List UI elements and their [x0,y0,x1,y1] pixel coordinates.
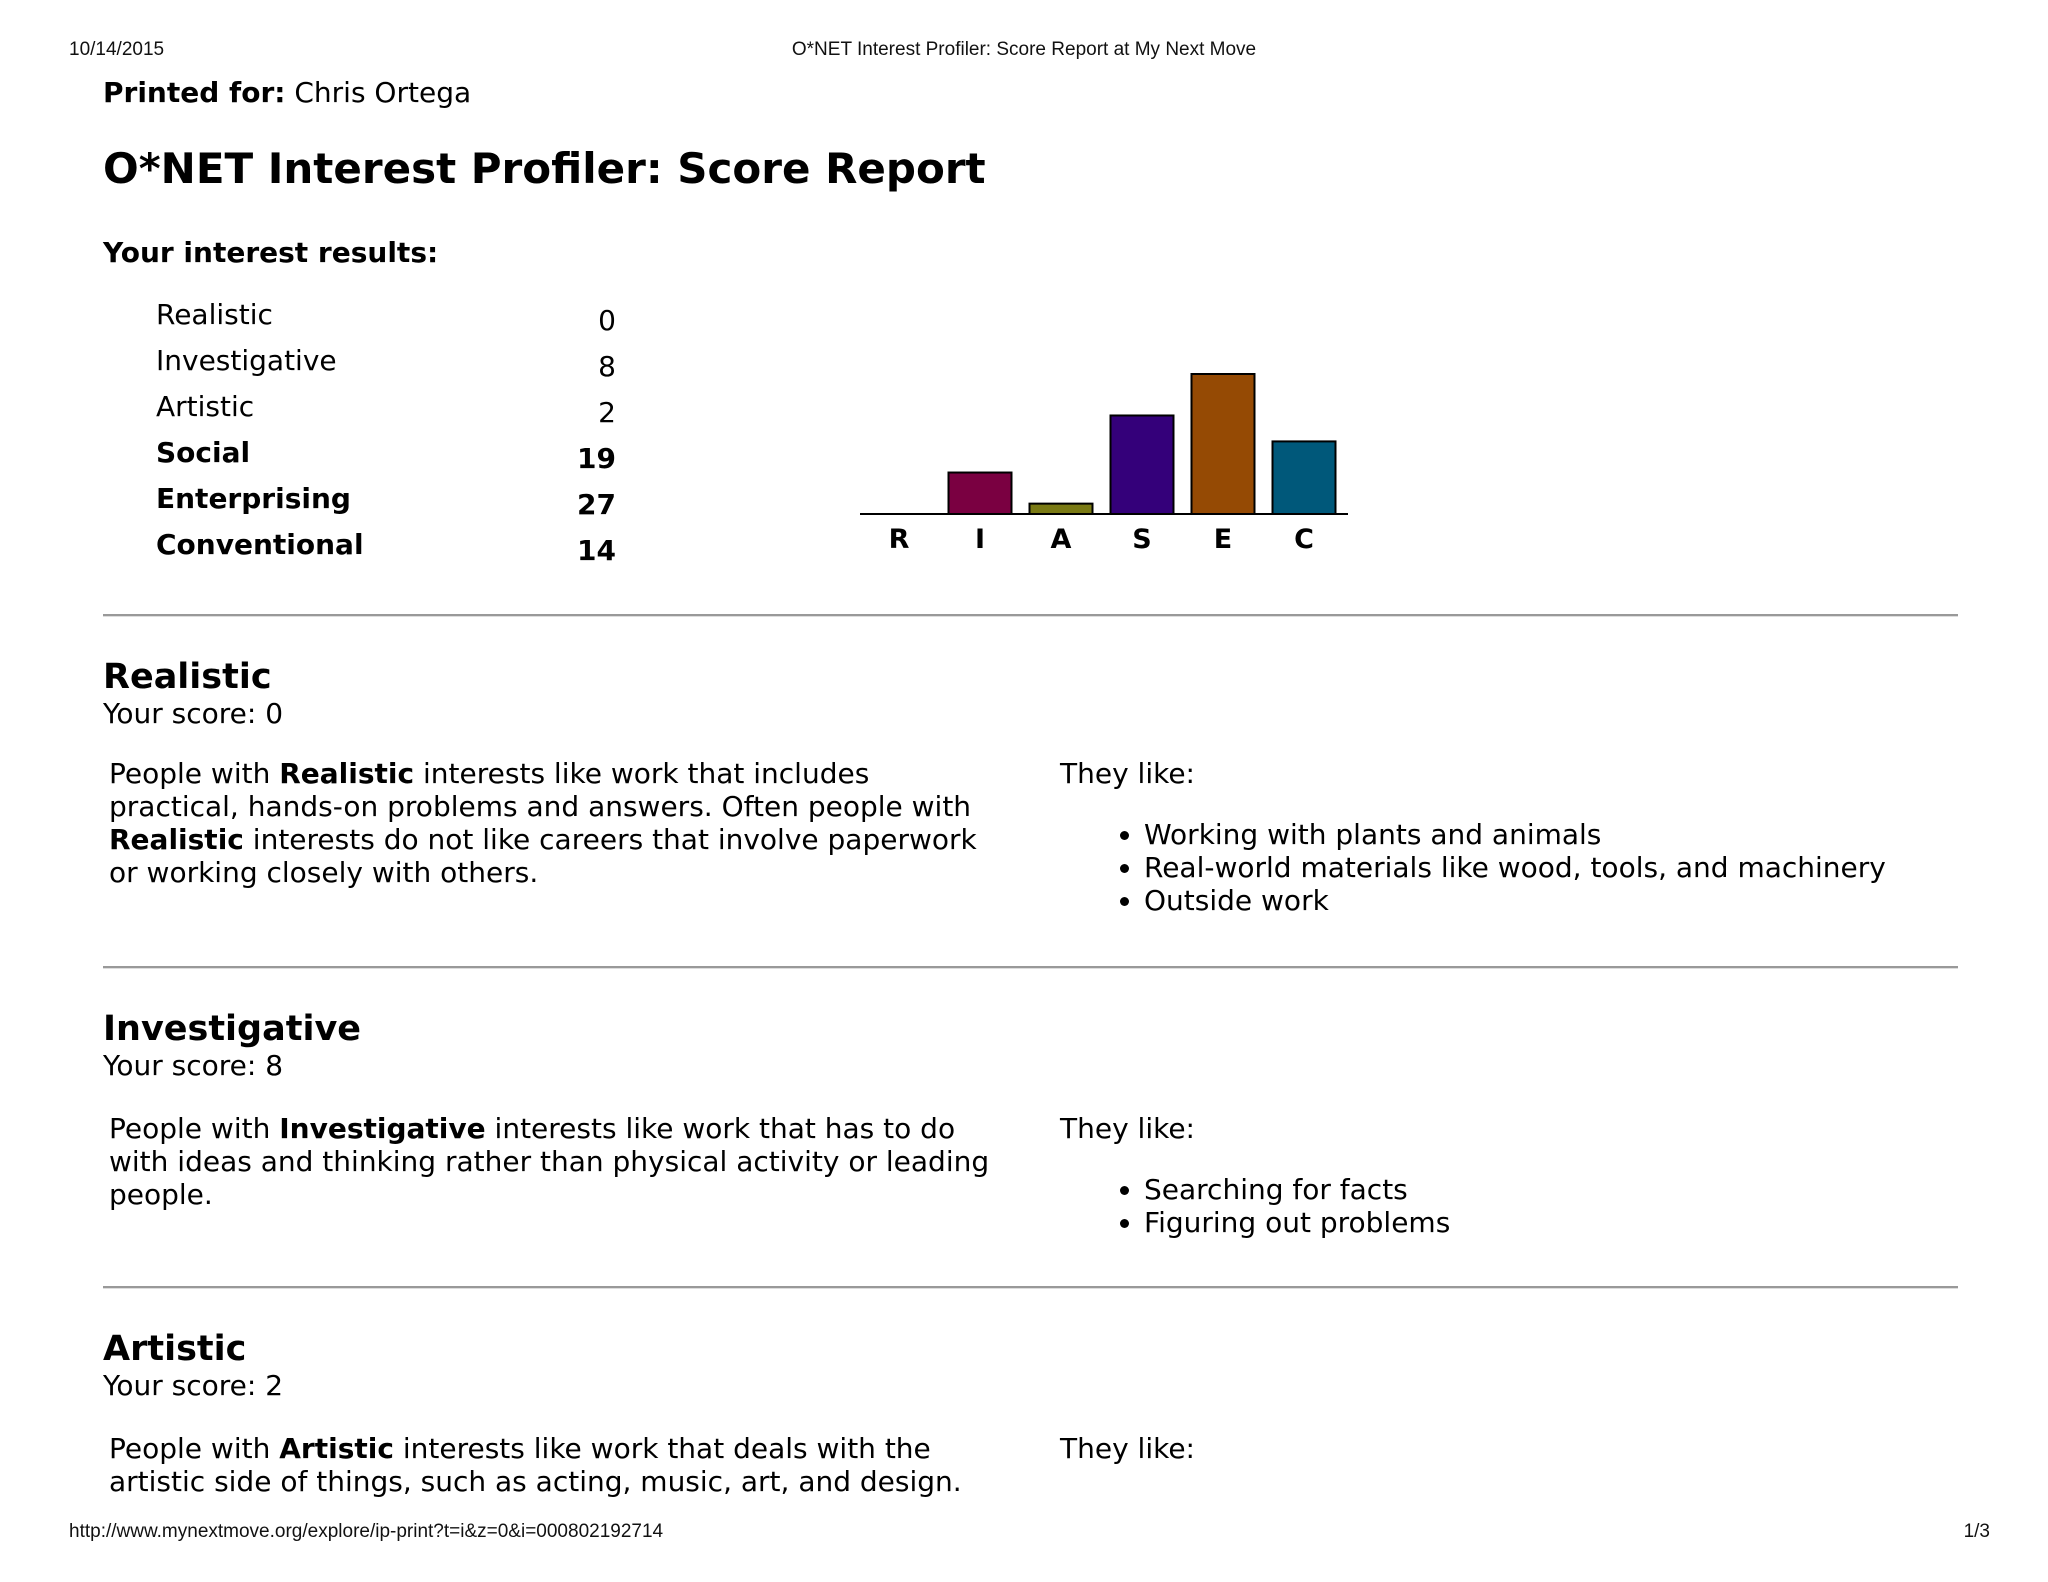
section-description: People with Investigative interests like… [109,1112,1009,1211]
score-row-social: Social 19 [156,436,616,482]
description-line: people. [109,1178,1009,1211]
description-text: People with [109,757,280,790]
description-line: People with Realistic interests like wor… [109,757,1009,790]
description-line: artistic side of things, such as acting,… [109,1465,1009,1498]
section-score: Your score: 2 [103,1369,284,1402]
score-value: 0 [598,304,616,337]
section-likes: They like: Searching for facts Figuring … [1060,1112,1960,1239]
score-value: 2 [598,396,616,429]
score-name: Enterprising [156,482,351,515]
description-text: with ideas and thinking rather than phys… [109,1145,990,1178]
description-line: People with Investigative interests like… [109,1112,1009,1145]
description-emphasis: Realistic [279,757,415,790]
description-text: People with [109,1112,280,1145]
results-heading: Your interest results: [103,236,439,269]
print-header: 10/14/2015 O*NET Interest Profiler: Scor… [0,39,2048,65]
score-row-realistic: Realistic 0 [156,298,616,344]
score-value: 27 [577,488,616,521]
description-line: People with Artistic interests like work… [109,1432,1009,1465]
page-title: O*NET Interest Profiler: Score Report [103,144,986,193]
likes-item: Working with plants and animals [1144,818,1960,851]
chart-tick-label: C [1294,524,1314,555]
score-value: 8 [598,350,616,383]
likes-item: Figuring out problems [1144,1206,1960,1239]
score-name: Artistic [156,390,255,423]
section-description: People with Realistic interests like wor… [109,757,1009,889]
description-text: interests do not like careers that invol… [243,823,977,856]
likes-item: Real-world materials like wood, tools, a… [1144,851,1960,884]
chart-bar-e [1190,373,1256,515]
print-page-number: 1/3 [1963,1521,1990,1542]
section-realistic: Realistic Your score: 0 People with Real… [103,657,1958,957]
section-title: Realistic [103,657,272,697]
section-title: Investigative [103,1009,362,1049]
section-divider [103,966,1958,969]
print-page-title: O*NET Interest Profiler: Score Report at… [791,39,1257,60]
score-name: Social [156,436,251,469]
section-divider [103,1286,1958,1289]
chart-tick-label: S [1132,524,1151,555]
printed-for-label: Printed for: [103,76,286,109]
likes-label: They like: [1060,1112,1195,1145]
chart-bar-s [1109,414,1175,515]
score-row-investigative: Investigative 8 [156,344,616,390]
section-divider [103,614,1958,617]
section-artistic: Artistic Your score: 2 People with Artis… [103,1329,1958,1509]
section-likes: They like: [1060,1432,1960,1465]
description-emphasis: Artistic [279,1432,394,1465]
likes-item: Searching for facts [1144,1173,1960,1206]
section-likes: They like: Working with plants and anima… [1060,757,1960,917]
description-emphasis: Investigative [279,1112,486,1145]
description-line: practical, hands-on problems and answers… [109,790,1009,823]
description-text: or working closely with others. [109,856,539,889]
score-table: Realistic 0 Investigative 8 Artistic 2 S… [156,298,616,574]
description-text: interests like work that has to do [485,1112,956,1145]
chart-tick-label: R [889,524,910,555]
description-line: with ideas and thinking rather than phys… [109,1145,1009,1178]
chart-tick-label: A [1051,524,1072,555]
section-description: People with Artistic interests like work… [109,1432,1009,1498]
chart-bar-a [1028,502,1094,515]
score-row-artistic: Artistic 2 [156,390,616,436]
description-text: artistic side of things, such as acting,… [109,1465,962,1498]
score-row-enterprising: Enterprising 27 [156,482,616,528]
print-url: http://www.mynextmove.org/explore/ip-pri… [69,1521,664,1542]
score-name: Conventional [156,528,364,561]
score-value: 14 [577,534,616,567]
description-text: people. [109,1178,213,1211]
likes-label: They like: [1060,1432,1195,1465]
description-text: People with [109,1432,280,1465]
section-score: Your score: 0 [103,697,284,730]
score-name: Investigative [156,344,337,377]
chart-bar-i [947,471,1013,515]
likes-label: They like: [1060,757,1195,790]
chart-bar-c [1271,440,1337,515]
likes-list: Working with plants and animals Real-wor… [1060,818,1960,917]
score-row-conventional: Conventional 14 [156,528,616,574]
description-text: interests like work that deals with the [393,1432,931,1465]
section-title: Artistic [103,1329,247,1369]
chart-tick-label: I [975,524,985,555]
description-emphasis: Realistic [109,823,244,856]
printed-for: Printed for: Chris Ortega [103,76,471,109]
printed-for-name: Chris Ortega [294,76,472,109]
section-score: Your score: 8 [103,1049,284,1082]
description-text: practical, hands-on problems and answers… [109,790,972,823]
score-value: 19 [577,442,616,475]
chart-tick-label: E [1214,524,1232,555]
description-line: or working closely with others. [109,856,1009,889]
description-line: Realistic interests do not like careers … [109,823,1009,856]
likes-list: Searching for facts Figuring out problem… [1060,1173,1960,1239]
print-footer: http://www.mynextmove.org/explore/ip-pri… [0,1521,2048,1547]
section-investigative: Investigative Your score: 8 People with … [103,1009,1958,1269]
print-date: 10/14/2015 [69,39,165,60]
score-name: Realistic [156,298,273,331]
description-text: interests like work that includes [414,757,870,790]
likes-item: Outside work [1144,884,1960,917]
